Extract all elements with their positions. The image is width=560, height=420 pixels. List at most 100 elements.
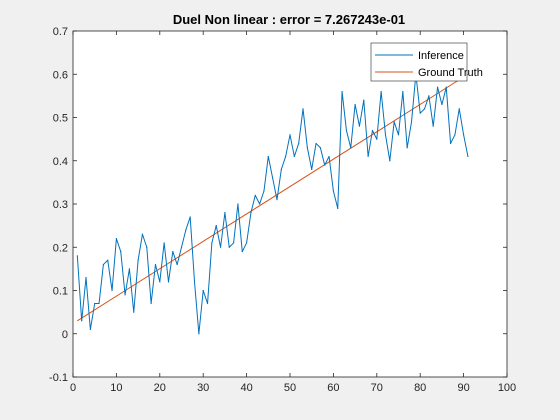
inference-point xyxy=(293,155,295,158)
inference-point xyxy=(159,281,161,283)
y-tick-label: 0.6 xyxy=(53,69,68,81)
inference-point xyxy=(133,311,135,313)
inference-point xyxy=(267,155,269,158)
x-tick-label: 70 xyxy=(371,382,383,394)
inference-point xyxy=(311,168,313,170)
inference-point xyxy=(341,90,343,93)
inference-point xyxy=(250,212,252,214)
inference-point xyxy=(358,125,361,127)
y-tick-label: 0.1 xyxy=(53,286,68,298)
inference-point xyxy=(206,302,209,305)
inference-point xyxy=(445,86,447,88)
inference-point xyxy=(81,320,83,322)
inference-point xyxy=(441,103,443,106)
inference-point xyxy=(163,242,165,244)
plot-area xyxy=(73,31,507,377)
inference-point xyxy=(402,90,404,93)
inference-point xyxy=(324,164,326,166)
inference-point xyxy=(458,108,460,110)
x-tick-label: 0 xyxy=(70,382,76,394)
inference-point xyxy=(393,121,395,123)
inference-point xyxy=(302,108,304,110)
inference-point xyxy=(211,242,213,244)
inference-point xyxy=(345,129,348,132)
inference-point xyxy=(315,142,317,145)
y-tick-label: 0.3 xyxy=(53,199,68,211)
inference-point xyxy=(463,134,465,136)
inference-point xyxy=(115,238,117,240)
inference-point xyxy=(280,168,282,170)
inference-point xyxy=(259,203,261,205)
inference-point xyxy=(449,142,452,145)
y-tick-label: 0 xyxy=(62,329,68,341)
inference-point xyxy=(246,242,248,244)
inference-point xyxy=(241,250,243,253)
x-tick-label: 100 xyxy=(498,382,516,394)
inference-point xyxy=(428,95,430,97)
inference-point xyxy=(111,289,113,292)
x-tick-label: 90 xyxy=(457,382,469,394)
y-tick-label: 0.2 xyxy=(53,242,68,254)
inference-point xyxy=(432,125,434,127)
inference-point xyxy=(98,302,100,305)
inference-point xyxy=(454,134,456,136)
x-axis: 0 10 20 30 40 50 60 70 80 90 100 xyxy=(70,31,516,394)
inference-point xyxy=(128,268,131,270)
inference-point xyxy=(107,259,109,261)
inference-point xyxy=(172,250,174,253)
inference-point xyxy=(141,233,144,235)
inference-point xyxy=(120,250,122,253)
inference-point xyxy=(419,112,421,114)
x-tick-label: 50 xyxy=(284,382,296,394)
inference-point xyxy=(254,194,256,196)
legend-box xyxy=(370,42,468,82)
inference-point xyxy=(102,263,104,266)
legend-label-inference: Inference xyxy=(418,50,464,62)
inference-point xyxy=(276,199,278,201)
inference-point xyxy=(232,242,235,244)
inference-point xyxy=(298,142,300,145)
inference-point xyxy=(224,212,226,214)
inference-point xyxy=(237,203,239,205)
inference-point xyxy=(410,121,413,123)
inference-point xyxy=(367,155,369,158)
inference-point xyxy=(198,333,200,335)
inference-point xyxy=(124,294,126,296)
inference-point xyxy=(167,281,170,283)
inference-point xyxy=(94,302,96,305)
inference-point xyxy=(467,155,469,158)
inference-point xyxy=(154,263,157,266)
inference-point xyxy=(150,302,152,305)
x-tick-label: 10 xyxy=(110,382,122,394)
y-tick-label: -0.1 xyxy=(49,372,68,384)
inference-point xyxy=(376,138,378,140)
inference-point xyxy=(337,207,339,209)
inference-point xyxy=(406,147,408,149)
y-tick-label: 0.5 xyxy=(53,113,68,125)
inference-point xyxy=(319,147,321,149)
inference-point xyxy=(436,86,439,88)
inference-point xyxy=(228,246,230,248)
inference-point xyxy=(185,229,187,231)
inference-point xyxy=(215,225,217,227)
inference-point xyxy=(332,190,334,192)
inference-point xyxy=(285,155,287,158)
inference-point xyxy=(350,147,352,149)
inference-point xyxy=(137,259,139,261)
y-tick-label: 0.7 xyxy=(53,26,68,38)
legend[interactable]: Inference Ground Truth xyxy=(370,42,483,82)
y-axis: -0.1 0 0.1 0.2 0.3 0.4 0.5 0.6 0.7 xyxy=(49,26,507,384)
inference-point xyxy=(189,216,191,218)
inference-point xyxy=(384,134,387,136)
inference-point xyxy=(306,147,308,149)
inference-point xyxy=(289,134,291,136)
inference-point xyxy=(202,289,204,292)
chart-title: Duel Non linear : error = 7.267243e-01 xyxy=(173,12,405,27)
inference-point xyxy=(371,129,374,132)
inference-point xyxy=(272,177,274,179)
inference-point xyxy=(363,99,365,101)
inference-point xyxy=(89,328,91,331)
ground-truth-line xyxy=(77,73,469,322)
inference-point xyxy=(146,246,148,248)
inference-point xyxy=(176,263,178,266)
